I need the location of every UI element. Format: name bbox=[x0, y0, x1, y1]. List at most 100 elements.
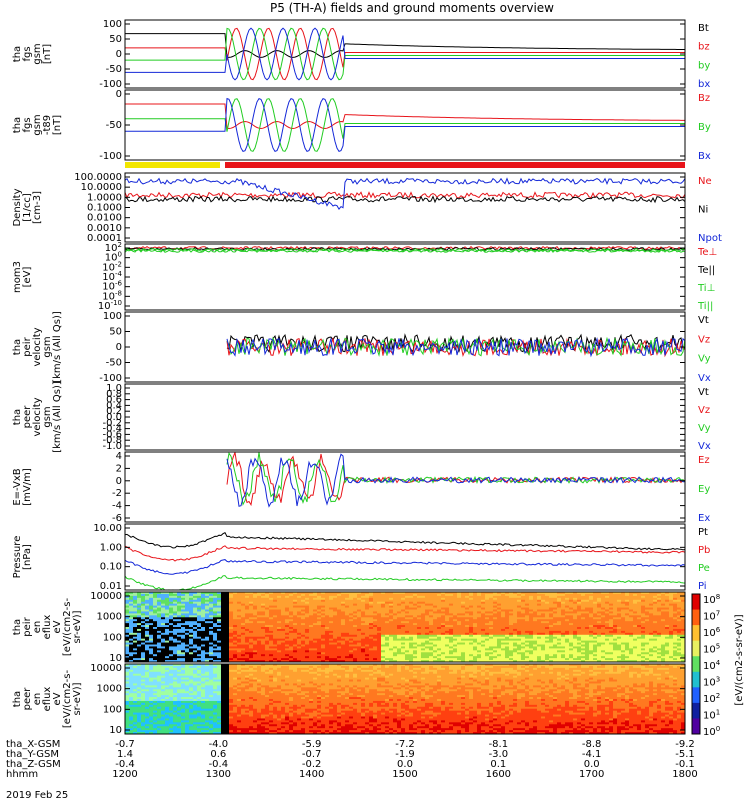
heatmap-cell bbox=[529, 593, 534, 597]
heatmap-cell bbox=[557, 638, 562, 642]
heatmap-cell bbox=[261, 595, 266, 599]
heatmap-cell bbox=[517, 601, 522, 605]
heatmap-cell bbox=[461, 627, 466, 630]
heatmap-cell bbox=[513, 625, 518, 628]
heatmap-cell bbox=[325, 592, 330, 595]
heatmap-cell bbox=[569, 648, 574, 651]
heatmap-cell bbox=[361, 636, 366, 640]
heatmap-cell bbox=[137, 650, 142, 653]
heatmap-cell bbox=[549, 632, 554, 636]
heatmap-cell bbox=[133, 634, 138, 638]
heatmap-cell bbox=[381, 613, 386, 616]
heatmap-cell bbox=[621, 630, 626, 634]
heatmap-cell bbox=[581, 623, 586, 626]
heatmap-cell bbox=[257, 601, 262, 605]
heatmap-cell bbox=[593, 605, 598, 609]
heatmap-cell bbox=[637, 621, 642, 624]
heatmap-cell bbox=[405, 599, 410, 603]
heatmap-cell bbox=[377, 646, 382, 649]
heatmap-cell bbox=[521, 646, 526, 649]
heatmap-cell bbox=[381, 642, 386, 646]
heatmap-cell bbox=[269, 623, 274, 626]
heatmap-cell bbox=[173, 646, 178, 649]
heatmap-cell bbox=[521, 644, 526, 648]
heatmap-cell bbox=[609, 642, 614, 646]
heatmap-cell bbox=[153, 615, 158, 618]
heatmap-cell bbox=[565, 617, 570, 620]
heatmap-cell bbox=[205, 656, 210, 659]
heatmap-cell bbox=[245, 603, 250, 607]
heatmap-cell bbox=[605, 628, 610, 632]
heatmap-cell bbox=[261, 609, 266, 613]
heatmap-cell bbox=[249, 623, 254, 626]
heatmap-cell bbox=[425, 656, 430, 659]
heatmap-cell bbox=[469, 636, 474, 640]
heatmap-cell bbox=[397, 636, 402, 640]
heatmap-cell bbox=[321, 632, 326, 636]
heatmap-cell bbox=[153, 646, 158, 649]
heatmap-cell bbox=[365, 599, 370, 603]
heatmap-cell bbox=[509, 623, 514, 626]
heatmap-cell bbox=[565, 605, 570, 609]
heatmap-cell bbox=[593, 652, 598, 655]
heatmap-cell bbox=[465, 656, 470, 659]
heatmap-cell bbox=[221, 617, 226, 620]
heatmap-cell bbox=[237, 599, 242, 603]
heatmap-cell bbox=[277, 592, 282, 595]
heatmap-cell bbox=[161, 658, 166, 661]
heatmap-cell bbox=[441, 650, 446, 653]
heatmap-cell bbox=[373, 605, 378, 609]
heatmap-cell bbox=[373, 625, 378, 628]
heatmap-cell bbox=[269, 613, 274, 616]
heatmap-cell bbox=[637, 642, 642, 646]
heatmap-cell bbox=[221, 638, 226, 642]
heatmap-cell bbox=[397, 617, 402, 620]
heatmap-cell bbox=[553, 619, 558, 622]
heatmap-cell bbox=[385, 605, 390, 609]
heatmap-cell bbox=[177, 627, 182, 630]
heatmap-cell bbox=[597, 607, 602, 611]
heatmap-cell bbox=[457, 611, 462, 614]
heatmap-cell bbox=[357, 615, 362, 618]
heatmap-cell bbox=[225, 650, 230, 653]
heatmap-cell bbox=[577, 630, 582, 634]
heatmap-cell bbox=[289, 636, 294, 640]
heatmap-cell bbox=[369, 607, 374, 611]
heatmap-cell bbox=[521, 592, 526, 595]
heatmap-cell bbox=[173, 621, 178, 624]
heatmap-cell bbox=[309, 634, 314, 638]
heatmap-cell bbox=[513, 615, 518, 618]
heatmap-cell bbox=[497, 621, 502, 624]
y-tick-label: 0.01 bbox=[100, 581, 122, 592]
heatmap-cell bbox=[533, 597, 538, 601]
heatmap-cell bbox=[325, 607, 330, 611]
heatmap-cell bbox=[389, 609, 394, 613]
heatmap-cell bbox=[461, 611, 466, 614]
heatmap-cell bbox=[585, 638, 590, 642]
heatmap-cell bbox=[557, 621, 562, 624]
heatmap-cell bbox=[437, 607, 442, 611]
heatmap-cell bbox=[297, 646, 302, 649]
heatmap-cell bbox=[569, 658, 574, 661]
heatmap-cell bbox=[429, 636, 434, 640]
heatmap-cell bbox=[209, 640, 214, 644]
heatmap-cell bbox=[493, 599, 498, 603]
heatmap-cell bbox=[333, 625, 338, 628]
heatmap-cell bbox=[269, 648, 274, 651]
legend-entry: Vx bbox=[698, 441, 711, 452]
heatmap-cell bbox=[157, 640, 162, 644]
heatmap-cell bbox=[313, 627, 318, 630]
heatmap-cell bbox=[341, 613, 346, 616]
heatmap-cell bbox=[237, 648, 242, 651]
heatmap-cell bbox=[613, 621, 618, 624]
heatmap-cell bbox=[221, 652, 226, 655]
heatmap-cell bbox=[525, 613, 530, 616]
heatmap-cell bbox=[569, 623, 574, 626]
heatmap-cell bbox=[309, 646, 314, 649]
heatmap-cell bbox=[425, 601, 430, 605]
heatmap-cell bbox=[217, 634, 222, 638]
heatmap-cell bbox=[185, 601, 190, 605]
heatmap-cell bbox=[613, 656, 618, 659]
heatmap-cell bbox=[425, 630, 430, 634]
heatmap-cell bbox=[593, 621, 598, 624]
